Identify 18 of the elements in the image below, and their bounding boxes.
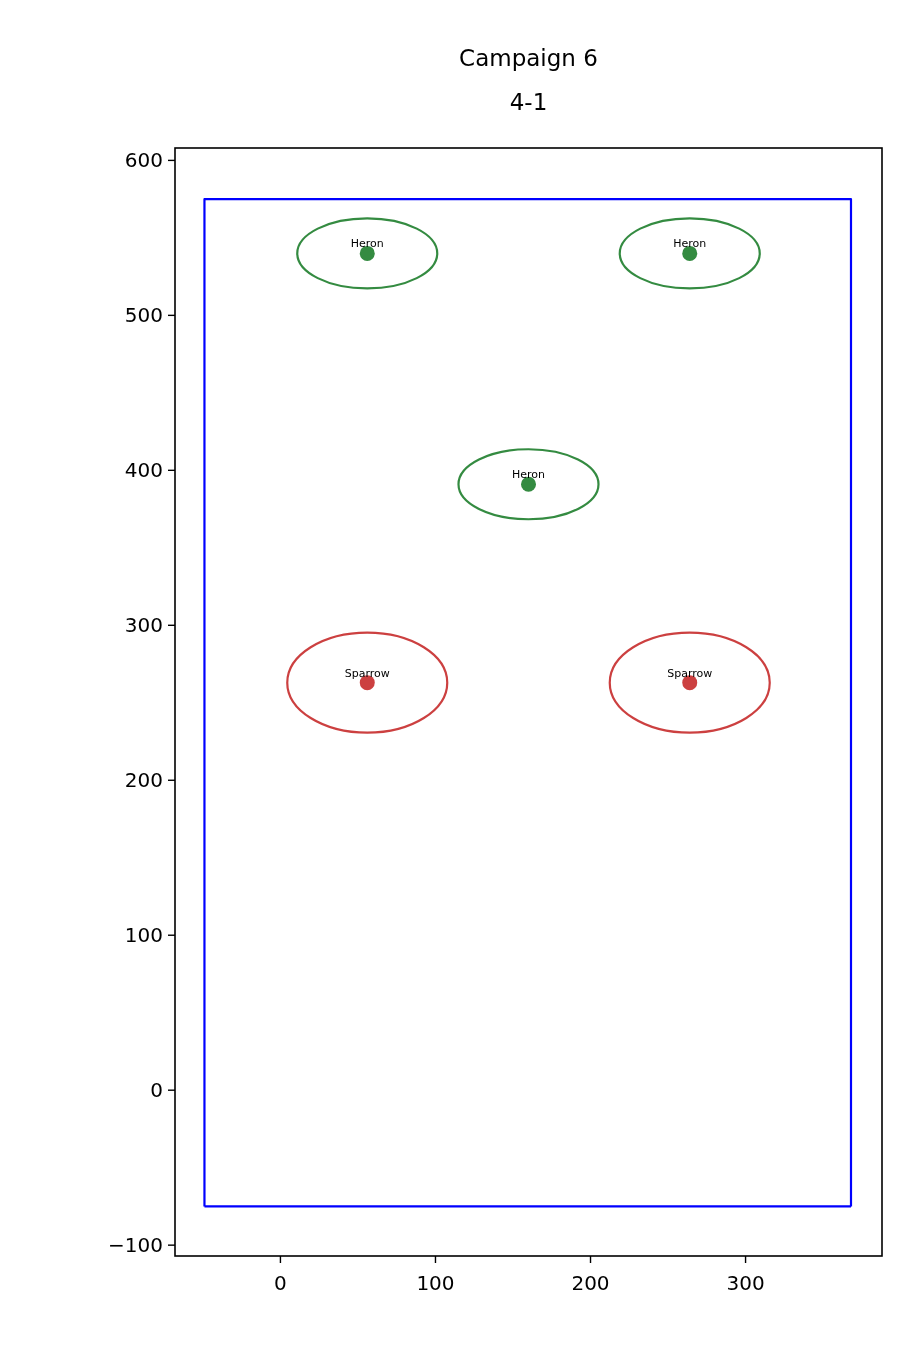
text: Heron [673,237,707,251]
y-tick-label: 0 [150,1078,163,1103]
y-tick-label: 400 [124,458,163,483]
y-tick-label: 200 [124,768,163,793]
text: Heron [350,237,384,251]
series-label: Heron [511,468,546,482]
y-tick-label: 100 [124,923,163,948]
x-tick-label: 0 [274,1271,287,1295]
y-tick-label: 600 [124,148,163,173]
x-tick-label: 300 [726,1271,765,1295]
x-tick-label: 200 [571,1271,610,1295]
y-tick-label: 500 [124,303,163,328]
text: Sparrow [667,666,713,680]
x-tick-label: 100 [416,1271,455,1295]
y-tick-label: −100 [108,1233,163,1258]
chart-title: Campaign 6 4-1 [459,45,598,115]
y-tick-label: 300 [124,613,163,638]
series-label: Sparrow [344,666,390,680]
